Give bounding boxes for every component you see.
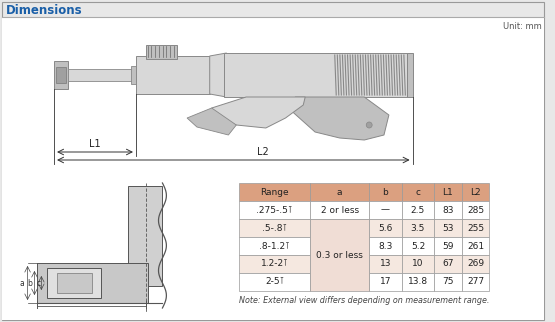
FancyBboxPatch shape (47, 268, 102, 298)
FancyBboxPatch shape (462, 183, 490, 201)
Text: 75: 75 (442, 278, 454, 287)
FancyBboxPatch shape (310, 201, 369, 219)
Text: b: b (28, 279, 33, 288)
FancyBboxPatch shape (131, 66, 138, 84)
FancyBboxPatch shape (57, 273, 92, 293)
FancyBboxPatch shape (402, 255, 434, 273)
Text: 1.2-2⊺: 1.2-2⊺ (261, 260, 289, 269)
Text: 10: 10 (412, 260, 423, 269)
FancyBboxPatch shape (462, 237, 490, 255)
Text: Dimensions: Dimensions (6, 4, 83, 16)
Circle shape (366, 122, 372, 128)
FancyBboxPatch shape (434, 255, 462, 273)
FancyBboxPatch shape (136, 56, 210, 94)
FancyBboxPatch shape (402, 237, 434, 255)
FancyBboxPatch shape (224, 53, 407, 97)
Text: L2: L2 (257, 147, 269, 157)
FancyBboxPatch shape (56, 67, 66, 83)
FancyBboxPatch shape (310, 183, 369, 201)
FancyBboxPatch shape (462, 201, 490, 219)
FancyBboxPatch shape (434, 183, 462, 201)
Text: 0.3 or less: 0.3 or less (316, 251, 363, 260)
FancyBboxPatch shape (402, 219, 434, 237)
Polygon shape (187, 108, 236, 135)
Text: 83: 83 (442, 205, 454, 214)
FancyBboxPatch shape (462, 255, 490, 273)
FancyBboxPatch shape (146, 45, 177, 59)
FancyBboxPatch shape (239, 219, 310, 237)
Text: 17: 17 (380, 278, 391, 287)
Polygon shape (211, 97, 305, 128)
Text: Range: Range (260, 187, 289, 196)
FancyBboxPatch shape (434, 273, 462, 291)
FancyBboxPatch shape (239, 273, 310, 291)
FancyBboxPatch shape (2, 2, 544, 320)
Text: 3.5: 3.5 (411, 223, 425, 232)
FancyBboxPatch shape (462, 219, 490, 237)
Text: 13.8: 13.8 (408, 278, 428, 287)
Text: 5.6: 5.6 (379, 223, 392, 232)
FancyBboxPatch shape (434, 219, 462, 237)
Text: a: a (337, 187, 342, 196)
FancyBboxPatch shape (37, 263, 148, 303)
FancyBboxPatch shape (369, 273, 402, 291)
FancyBboxPatch shape (369, 219, 402, 237)
FancyBboxPatch shape (310, 219, 369, 291)
FancyBboxPatch shape (369, 183, 402, 201)
FancyBboxPatch shape (239, 237, 310, 255)
Polygon shape (210, 53, 226, 97)
FancyBboxPatch shape (369, 255, 402, 273)
FancyBboxPatch shape (239, 183, 310, 201)
Text: 8.3: 8.3 (379, 242, 392, 251)
FancyBboxPatch shape (434, 237, 462, 255)
Text: 53: 53 (442, 223, 454, 232)
Text: 59: 59 (442, 242, 454, 251)
FancyBboxPatch shape (369, 237, 402, 255)
Text: .275-.5⊺: .275-.5⊺ (256, 205, 293, 214)
Text: L2: L2 (470, 187, 481, 196)
Text: Unit: mm: Unit: mm (503, 22, 542, 31)
Text: b: b (382, 187, 388, 196)
FancyBboxPatch shape (407, 53, 412, 97)
FancyBboxPatch shape (68, 69, 135, 81)
FancyBboxPatch shape (434, 201, 462, 219)
Text: 277: 277 (467, 278, 484, 287)
Text: 261: 261 (467, 242, 484, 251)
Polygon shape (290, 97, 389, 140)
FancyBboxPatch shape (462, 273, 490, 291)
Text: 2.5: 2.5 (411, 205, 425, 214)
Text: c: c (36, 279, 41, 288)
FancyBboxPatch shape (402, 183, 434, 201)
FancyBboxPatch shape (402, 273, 434, 291)
Text: 13: 13 (380, 260, 391, 269)
FancyBboxPatch shape (402, 201, 434, 219)
FancyBboxPatch shape (128, 186, 163, 286)
Text: 2 or less: 2 or less (321, 205, 359, 214)
Text: .5-.8⊺: .5-.8⊺ (262, 223, 287, 232)
Text: 285: 285 (467, 205, 484, 214)
Text: c: c (416, 187, 421, 196)
FancyBboxPatch shape (2, 17, 544, 320)
FancyBboxPatch shape (239, 201, 310, 219)
Text: 5.2: 5.2 (411, 242, 425, 251)
FancyBboxPatch shape (239, 255, 310, 273)
FancyBboxPatch shape (369, 201, 402, 219)
Text: 67: 67 (442, 260, 454, 269)
Text: .8-1.2⊺: .8-1.2⊺ (259, 242, 290, 251)
FancyBboxPatch shape (54, 61, 68, 89)
Text: —: — (381, 205, 390, 214)
Text: 269: 269 (467, 260, 484, 269)
Text: a: a (20, 279, 24, 288)
Text: L1: L1 (442, 187, 453, 196)
Text: 255: 255 (467, 223, 484, 232)
Text: Note: External view differs depending on measurement range.: Note: External view differs depending on… (239, 296, 490, 305)
Text: 2-5⊺: 2-5⊺ (265, 278, 284, 287)
Text: L1: L1 (89, 139, 101, 149)
